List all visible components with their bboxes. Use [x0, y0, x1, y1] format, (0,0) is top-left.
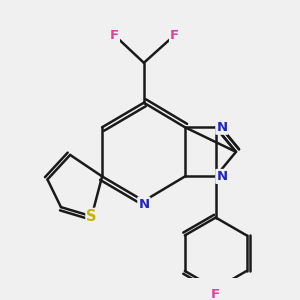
Text: F: F — [110, 29, 119, 42]
Text: N: N — [216, 170, 227, 183]
Text: F: F — [170, 29, 179, 42]
Text: S: S — [86, 209, 97, 224]
Text: N: N — [216, 121, 227, 134]
Text: N: N — [138, 197, 149, 211]
Text: F: F — [211, 288, 220, 300]
